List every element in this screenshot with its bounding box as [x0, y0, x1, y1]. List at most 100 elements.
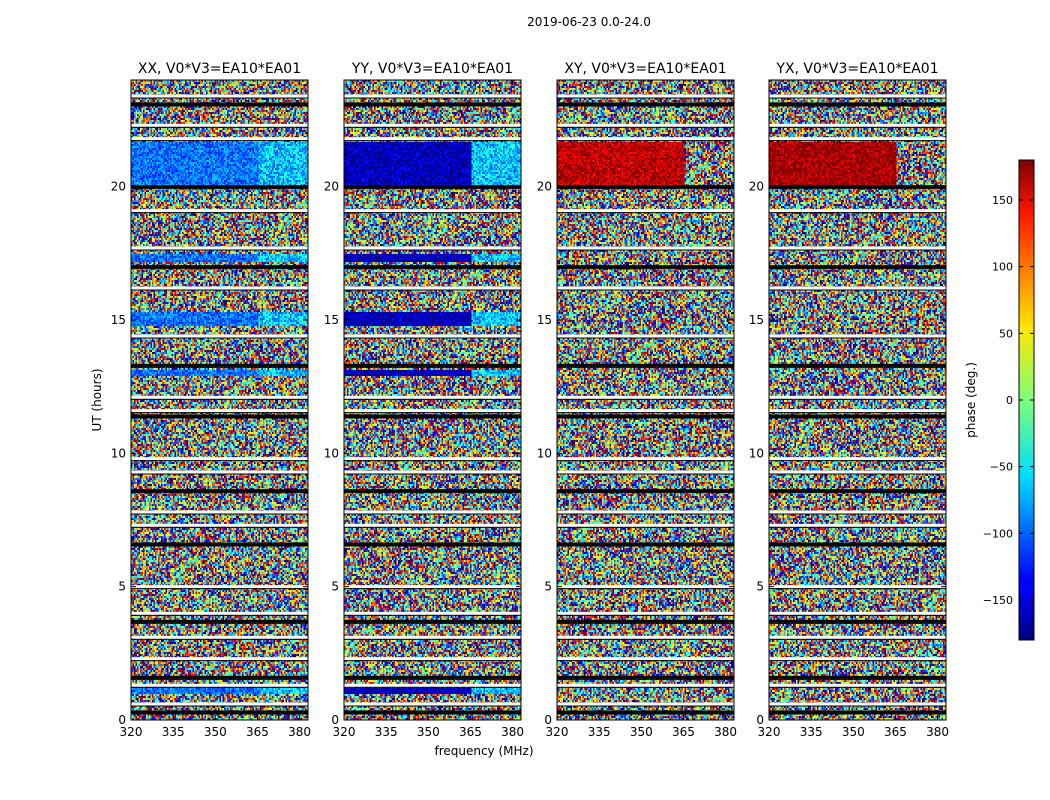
flagged-gap-edge	[769, 622, 946, 624]
panel-4-title: YX, V0*V3=EA10*EA01	[775, 61, 938, 77]
flagged-gap	[557, 265, 734, 269]
y-tick-label: 5	[544, 580, 552, 594]
flagged-gap	[131, 585, 308, 589]
flagged-gap	[557, 702, 734, 706]
flagged-gap-edge	[344, 366, 521, 368]
flagged-gap	[769, 470, 946, 474]
flagged-gap-edge	[131, 212, 308, 214]
panel-1: XX, V0*V3=EA10*EA01 320 335 350 365 380 0 5 10 15…	[111, 61, 311, 739]
panel-3: XY, V0*V3=EA10*EA01 320 335 350 365 380 0 5 10 15…	[537, 61, 737, 739]
flagged-gap	[344, 457, 521, 461]
colorbar-tick-label: 50	[999, 327, 1013, 340]
flagged-gap-edge	[769, 188, 946, 190]
flagged-gap	[344, 123, 521, 127]
flagged-gap-edge	[344, 417, 521, 419]
flagged-gap	[344, 363, 521, 367]
flagged-gap-edge	[344, 713, 521, 715]
flagged-gap	[557, 94, 734, 98]
flagged-gap	[557, 246, 734, 250]
flagged-gap	[769, 123, 946, 127]
flagged-gap	[344, 489, 521, 493]
flagged-gap-edge	[131, 614, 308, 616]
flagged-gap-edge	[131, 126, 308, 128]
flagged-gap	[344, 265, 521, 269]
colorbar-tick-label: −50	[990, 461, 1013, 474]
y-tick-label: 15	[537, 313, 552, 327]
flagged-gap-edge	[769, 212, 946, 214]
flagged-gap	[769, 246, 946, 250]
flagged-gap	[131, 94, 308, 98]
flagged-gap	[344, 102, 521, 106]
flagged-gap-edge	[344, 705, 521, 707]
flagged-gap	[769, 635, 946, 639]
flagged-gap	[131, 510, 308, 514]
flagged-gap	[557, 286, 734, 290]
flagged-gap-edge	[557, 97, 734, 99]
y-tick-label: 0	[118, 713, 126, 727]
y-tick-label: 15	[111, 313, 126, 327]
flagged-gap-edge	[131, 622, 308, 624]
y-tick-label: 0	[331, 713, 339, 727]
flagged-gap-edge	[344, 126, 521, 128]
flagged-gap	[557, 657, 734, 661]
flagged-gap	[557, 457, 734, 461]
flagged-gap-edge	[557, 188, 734, 190]
flagged-gap-edge	[557, 289, 734, 291]
flagged-gap	[769, 542, 946, 546]
flagged-gap-edge	[769, 492, 946, 494]
flagged-gap-edge	[344, 638, 521, 640]
flagged-gap-edge	[557, 212, 734, 214]
flagged-gap	[557, 675, 734, 679]
x-tick-label: 335	[375, 725, 398, 739]
flagged-gap-edge	[769, 588, 946, 590]
flagged-gap-edge	[557, 713, 734, 715]
flagged-gap-edge	[344, 686, 521, 688]
flagged-gap-edge	[769, 526, 946, 528]
flagged-gap-edge	[769, 614, 946, 616]
flagged-gap-edge	[131, 513, 308, 515]
flagged-gap	[769, 94, 946, 98]
flagged-gap-edge	[557, 249, 734, 251]
panel-2-phase-map	[344, 80, 521, 720]
flagged-gap-edge	[557, 545, 734, 547]
flagged-gap-edge	[557, 473, 734, 475]
flagged-gap	[344, 523, 521, 527]
colorbar-tick-label: −150	[983, 594, 1013, 607]
colorbar-tick-label: −100	[983, 527, 1013, 540]
flagged-gap-edge	[769, 417, 946, 419]
flagged-gap	[769, 710, 946, 714]
flagged-gap	[769, 489, 946, 493]
flagged-gap-edge	[344, 492, 521, 494]
flagged-gap	[769, 657, 946, 661]
flagged-gap-edge	[131, 249, 308, 251]
flagged-gap-edge	[344, 622, 521, 624]
flagged-gap	[557, 395, 734, 399]
panel-1-title: XX, V0*V3=EA10*EA01	[138, 61, 301, 77]
flagged-gap	[131, 137, 308, 141]
flagged-gap	[131, 683, 308, 687]
flagged-gap-edge	[769, 513, 946, 515]
x-tick-label: 380	[501, 725, 524, 739]
flagged-gap	[769, 611, 946, 615]
flagged-gap	[769, 683, 946, 687]
flagged-gap	[769, 286, 946, 290]
flagged-gap-edge	[131, 588, 308, 590]
flagged-gap	[557, 510, 734, 514]
y-tick-label: 15	[324, 313, 339, 327]
flagged-gap-edge	[131, 660, 308, 662]
flagged-gap	[131, 619, 308, 623]
flagged-gap	[131, 102, 308, 106]
flagged-gap-edge	[769, 126, 946, 128]
x-tick-label: 335	[162, 725, 185, 739]
y-tick-label: 20	[324, 180, 339, 194]
flagged-gap	[344, 510, 521, 514]
x-tick-label: 365	[884, 725, 907, 739]
flagged-gap	[769, 414, 946, 418]
x-axis-label: frequency (MHz)	[434, 744, 533, 758]
flagged-gap-edge	[344, 140, 521, 142]
flagged-gap-edge	[557, 513, 734, 515]
flagged-gap-edge	[131, 713, 308, 715]
x-tick-label: 320	[546, 725, 569, 739]
colorbar-tick-label: 100	[992, 261, 1013, 274]
flagged-gap-edge	[769, 473, 946, 475]
